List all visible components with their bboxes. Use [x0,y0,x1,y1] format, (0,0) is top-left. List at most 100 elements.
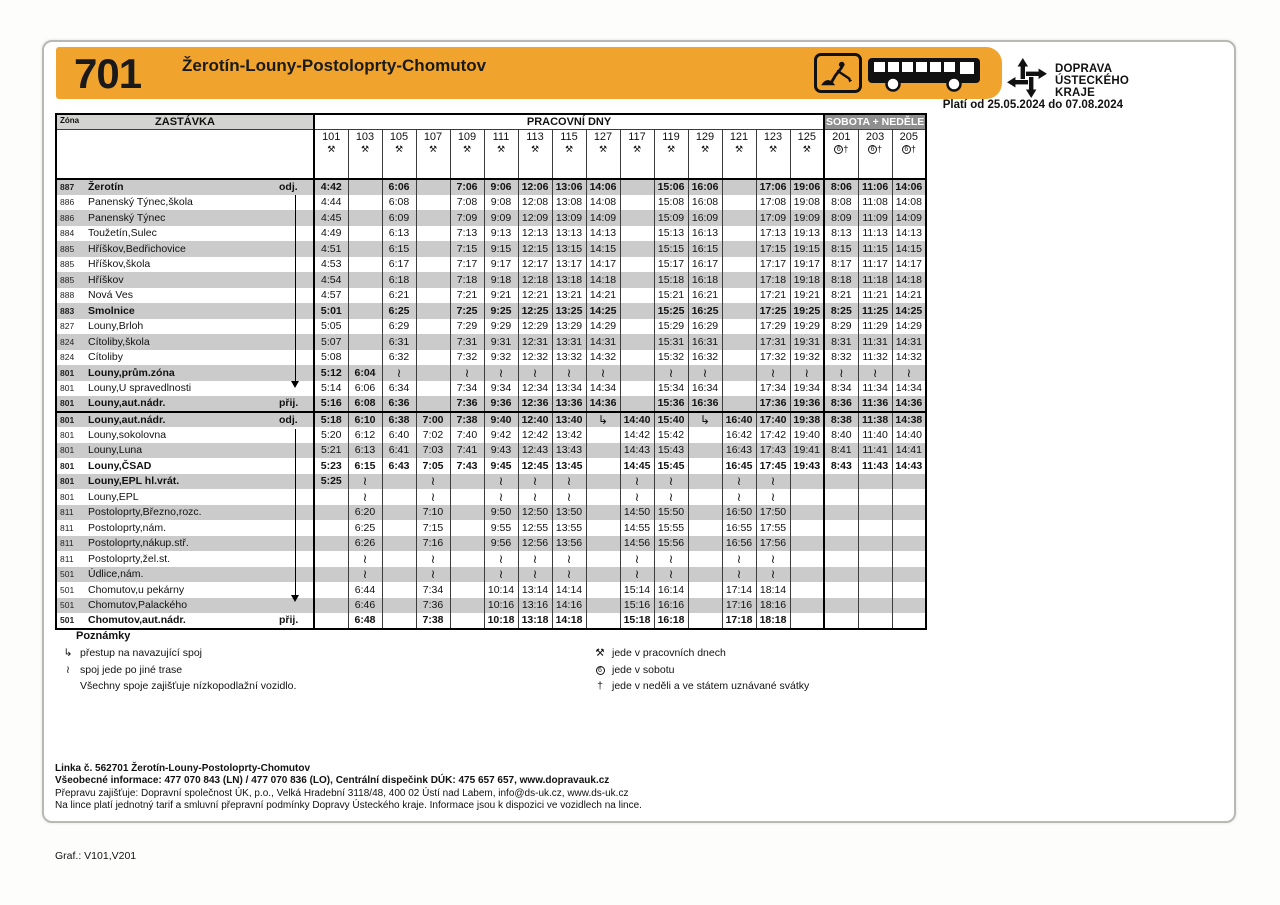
time-cell [415,256,451,272]
zone-number: 885 [60,274,75,285]
station-row: 501 Chomutov,aut.nádr. přij. 6:48 7:38 10:18 1… [55,613,927,629]
time-cell [891,597,927,613]
time-cell: 15:09 [653,210,689,226]
route-note-symbol-cell: ↳ [585,410,621,427]
time-cell: 6:21 [381,287,417,303]
time-cell: 8:13 [823,225,859,241]
zone-number: 801 [60,491,75,502]
time-cell: 17:40 [755,410,791,427]
time-cell: 13:13 [551,225,587,241]
legend-item: † jede v neděli a ve státem uznávané svát… [590,678,809,695]
service-number: 125 [797,130,816,143]
time-cell [347,272,383,288]
time-cell [347,179,383,195]
time-cell [687,566,723,582]
time-cell: 13:55 [551,520,587,536]
legend-item: 6 jede v sobotu [590,662,809,679]
zone-header-label: Zóna [60,116,80,125]
time-cell: 16:32 [687,349,723,365]
time-cell: 6:26 [347,535,383,551]
time-cell [347,241,383,257]
station-name: Louny,U spravedlnosti [88,382,192,395]
stop-column-header-space [55,129,315,180]
time-cell [891,504,927,520]
time-cell: 4:42 [313,179,349,195]
station-cell: 824 Cítoliby,škola [55,334,315,350]
time-cell: 16:50 [721,504,757,520]
time-cell [415,380,451,396]
time-cell: 8:31 [823,334,859,350]
route-note-symbol-cell: ≀ [483,473,519,489]
time-cell: 14:31 [585,334,621,350]
time-cell: 15:13 [653,225,689,241]
route-direction-arrow-top [291,195,299,388]
station-cell: 801 Louny,prům.zóna [55,365,315,381]
route-note-symbol-cell: ≀ [551,566,587,582]
zone-number: 884 [60,228,75,239]
time-cell [687,489,723,505]
time-cell: 9:45 [483,458,519,474]
time-cell [381,566,417,582]
time-cell: 7:16 [415,535,451,551]
station-cell: 811 Postoloprty,Březno,rozc. [55,504,315,520]
service-column-header-205: 205 6 † [891,129,927,180]
time-cell [823,504,859,520]
station-row: 811 Postoloprty,nákup.stř. 6:26 7:16 9:56 12:… [55,535,927,551]
zone-number: 501 [60,600,75,611]
time-cell [789,504,825,520]
time-cell: 10:14 [483,582,519,598]
time-cell: 14:38 [891,410,927,427]
stop-column-header: Zóna ZASTÁVKA [55,114,315,130]
time-cell [347,318,383,334]
time-cell: 17:42 [755,427,791,443]
arrival-departure-label: přij. [279,614,299,627]
time-cell [823,473,859,489]
time-cell [721,396,757,412]
legend-right-column: ⚒ jede v pracovních dnech 6 jede v sobotu † j… [590,645,809,695]
time-cell [823,489,859,505]
station-cell: 501 Chomutov,Palackého [55,597,315,613]
time-cell: 5:07 [313,334,349,350]
time-cell [381,489,417,505]
time-cell: 14:13 [585,225,621,241]
time-cell: 11:15 [857,241,893,257]
time-cell: 14:29 [891,318,927,334]
time-cell [619,179,655,195]
zone-number: 824 [60,352,75,363]
time-cell [585,551,621,567]
station-cell: 824 Cítoliby [55,349,315,365]
graf-note: Graf.: V101,V201 [55,850,137,862]
station-row: 801 Louny,EPL ≀ ≀ ≀ ≀ ≀ ≀ ≀ ≀ ≀ [55,489,927,505]
arrival-departure-label: odj. [279,413,298,426]
time-cell [347,256,383,272]
time-cell: 15:06 [653,179,689,195]
time-cell: 5:23 [313,458,349,474]
station-row: 801 Louny,ČSAD 5:23 6:15 6:43 7:05 7:43 9:45 12:… [55,458,927,474]
time-cell [891,520,927,536]
station-name: Louny,prům.zóna [88,366,175,379]
service-number: 111 [492,130,510,143]
time-cell: 7:32 [449,349,485,365]
time-cell: 19:43 [789,458,825,474]
time-cell: 17:09 [755,210,791,226]
time-cell [313,551,349,567]
time-cell: 17:36 [755,396,791,412]
time-cell: 11:34 [857,380,893,396]
time-cell: 13:21 [551,287,587,303]
time-cell [585,458,621,474]
time-cell: 19:18 [789,272,825,288]
time-cell: 14:09 [585,210,621,226]
workday-symbol: ⚒ [530,143,540,154]
time-cell: 16:55 [721,520,757,536]
time-cell [619,303,655,319]
station-row: 801 Louny,aut.nádr. přij. 5:16 6:08 6:36 7:36 9… [55,396,927,412]
time-cell: 15:08 [653,194,689,210]
route-direction-arrow-bottom [291,429,299,602]
time-cell: 16:25 [687,303,723,319]
time-cell: 6:34 [381,380,417,396]
route-note-symbol-cell: ≀ [619,551,655,567]
time-cell [381,520,417,536]
time-cell: 19:13 [789,225,825,241]
line-title: Žerotín-Louny-Postoloprty-Chomutov [182,56,487,75]
station-cell: 801 Louny,aut.nádr. odj. [55,410,315,427]
